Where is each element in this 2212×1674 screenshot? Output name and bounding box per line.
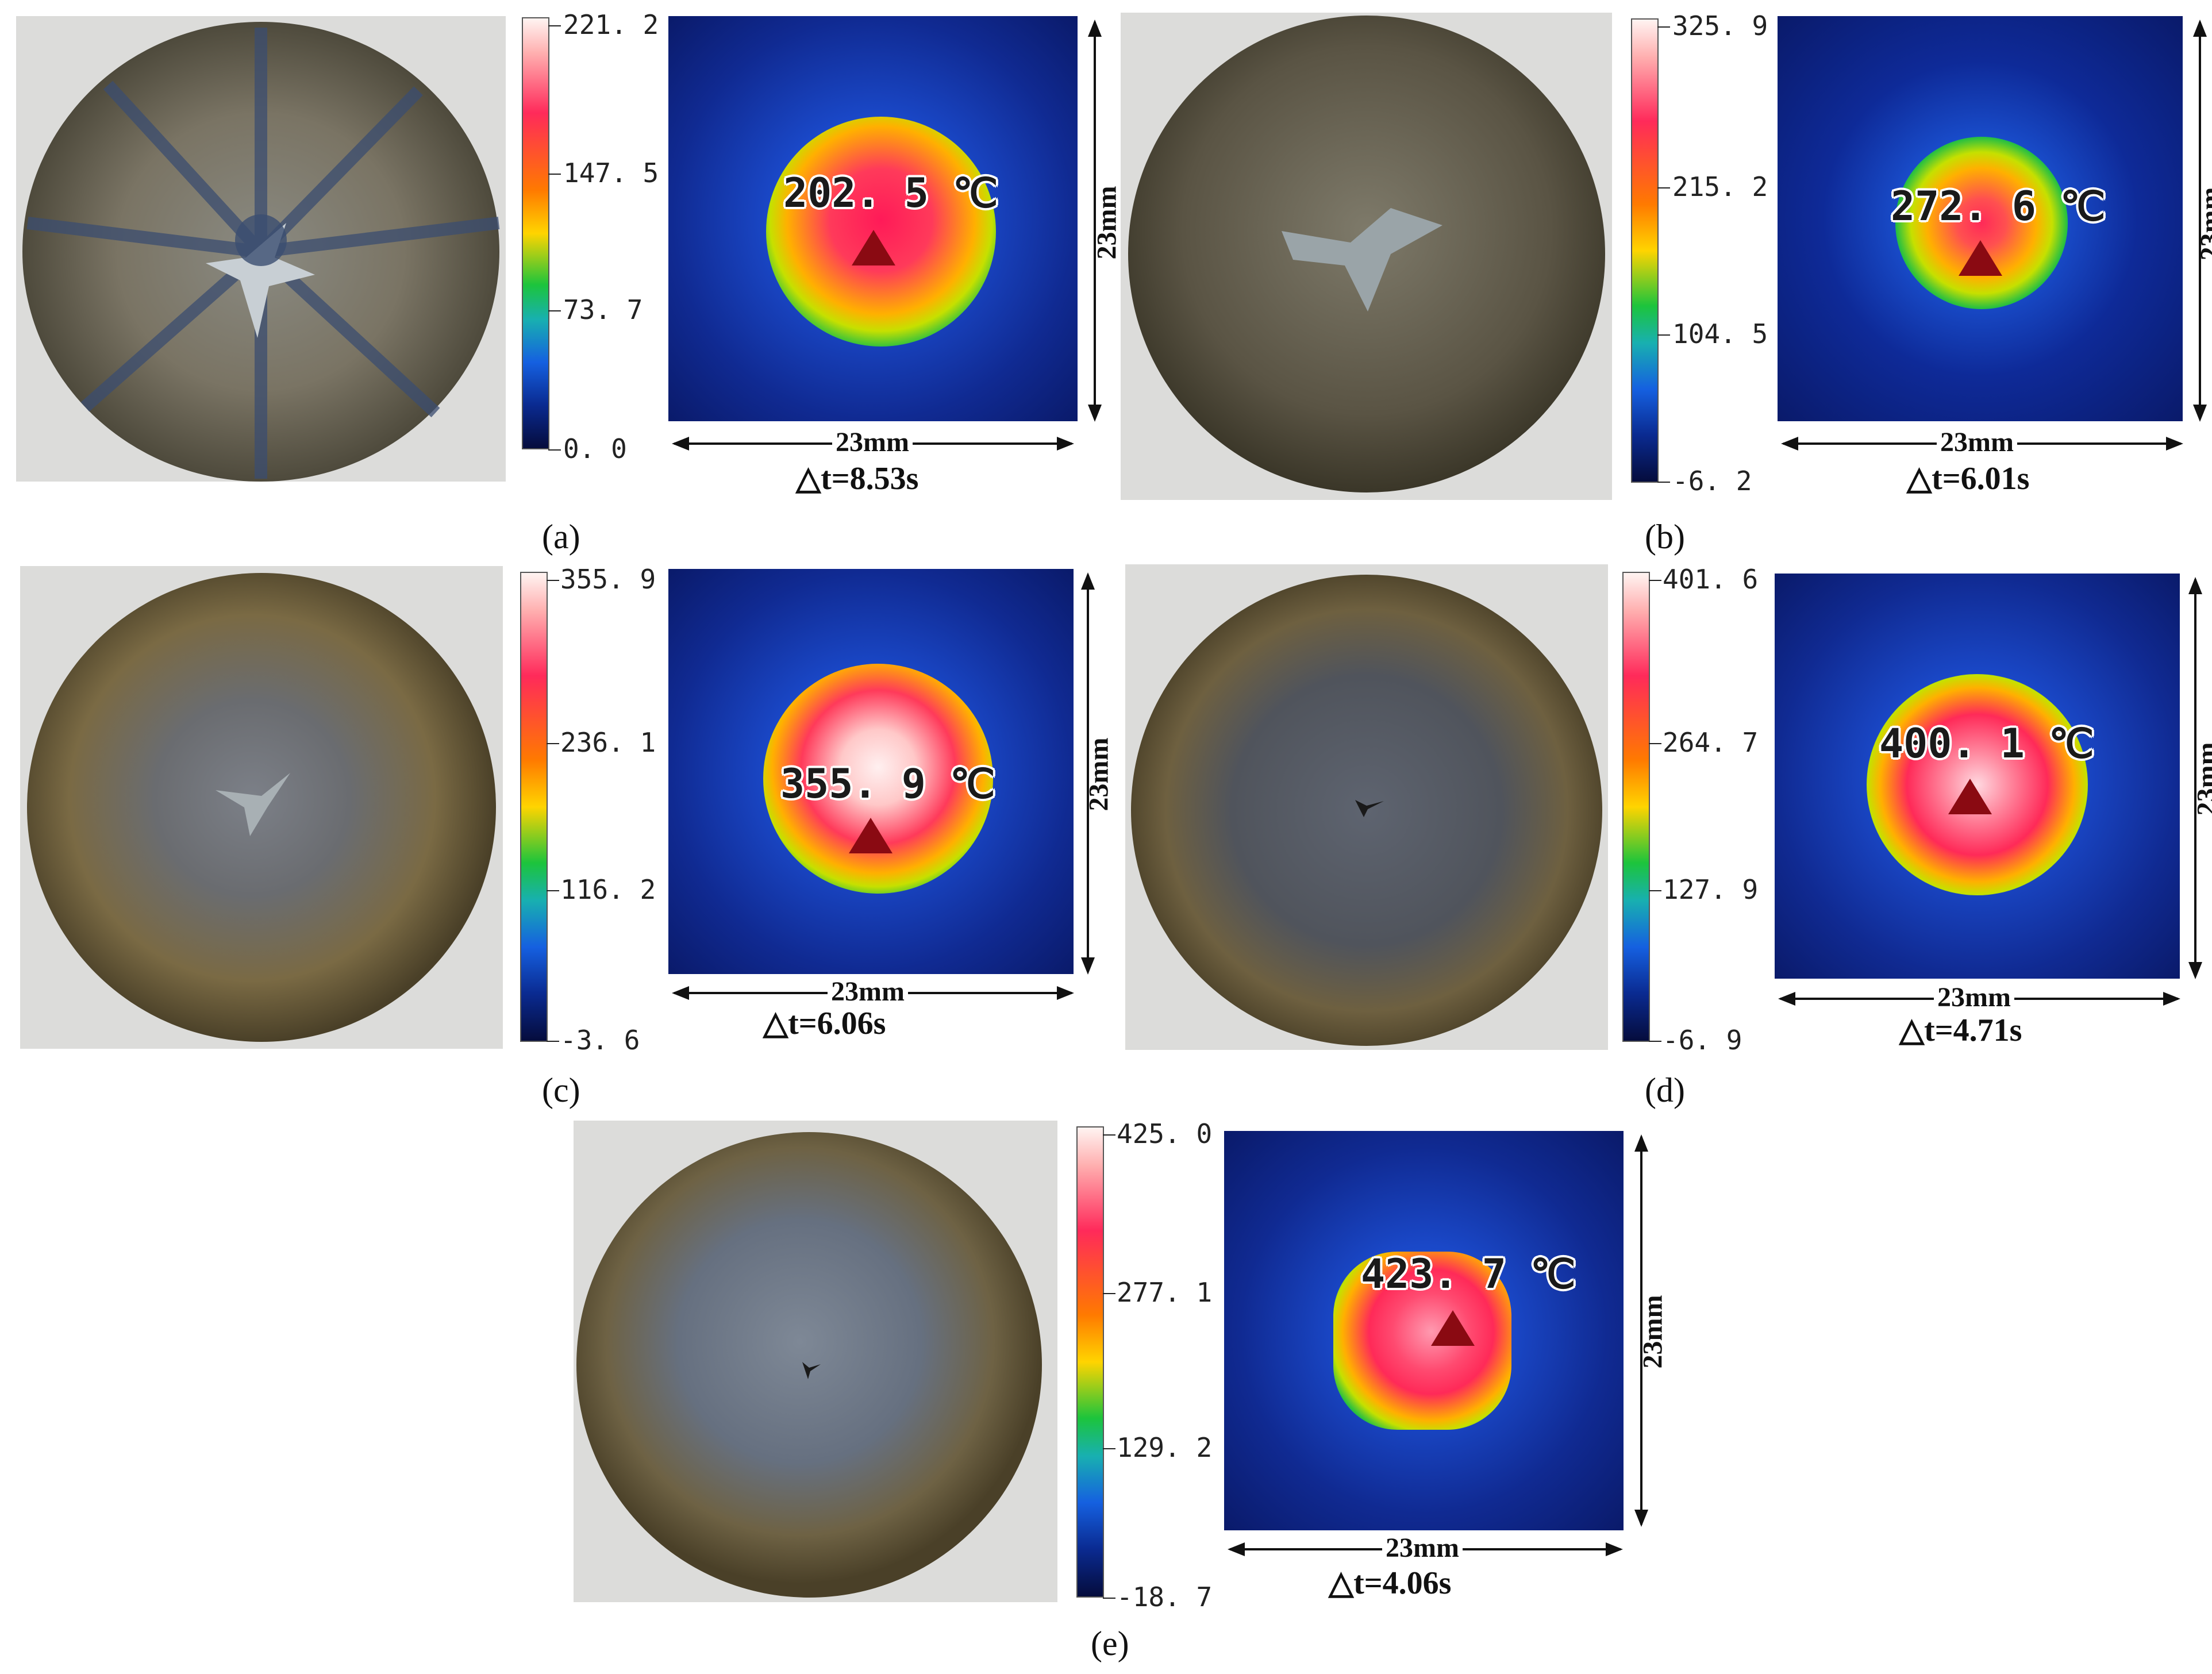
scale-tick — [547, 743, 559, 744]
scale-label-mid-low-b: 104. 5 — [1672, 318, 1768, 349]
height-dimension-b: 23mm — [2195, 187, 2212, 261]
scale-label-mid-high-a: 147. 5 — [563, 157, 659, 188]
height-dimension-e: 23mm — [1637, 1295, 1668, 1369]
scale-tick — [1103, 1293, 1115, 1294]
specimen-dome-a — [22, 22, 500, 482]
delta-t-c: △t=6.06s — [763, 1006, 886, 1041]
scale-tick — [547, 580, 559, 581]
scale-tick — [548, 25, 561, 26]
scale-label-min-b: -6. 2 — [1672, 465, 1752, 497]
specimen-photo-c — [20, 566, 503, 1049]
scale-tick — [547, 890, 559, 891]
thermal-image-d — [1775, 574, 2180, 979]
scale-label-mid-high-b: 215. 2 — [1672, 171, 1768, 202]
width-dimension-d: 23mm — [1934, 982, 2014, 1013]
height-dimension-d: 23mm — [2191, 742, 2212, 816]
scale-tick — [1103, 1598, 1115, 1599]
width-dimension-b: 23mm — [1937, 426, 2017, 458]
width-dimension-a: 23mm — [832, 426, 913, 458]
thermal-image-e — [1224, 1131, 1624, 1530]
thermal-image-b — [1778, 16, 2183, 421]
hotspot-marker-a — [852, 230, 895, 265]
scale-label-min-d: -6. 9 — [1663, 1025, 1742, 1056]
scale-tick — [1649, 580, 1661, 581]
scale-tick — [1657, 187, 1670, 188]
thermal-image-c — [668, 569, 1074, 974]
width-dimension-c: 23mm — [828, 976, 908, 1007]
scale-tick — [1103, 1448, 1115, 1449]
scale-tick — [1649, 890, 1661, 891]
scale-label-max-e: 425. 0 — [1117, 1118, 1213, 1149]
scale-tick — [547, 1041, 559, 1042]
scale-label-min-e: -18. 7 — [1117, 1581, 1213, 1613]
color-scale-bar-d — [1622, 572, 1650, 1042]
height-dimension-c: 23mm — [1083, 737, 1114, 811]
specimen-photo-d — [1125, 564, 1608, 1050]
scale-label-mid-high-e: 277. 1 — [1117, 1277, 1213, 1308]
scale-tick — [1103, 1134, 1115, 1136]
color-scale-bar-b — [1631, 18, 1659, 483]
scale-label-max-a: 221. 2 — [563, 9, 659, 40]
scale-label-mid-high-d: 264. 7 — [1663, 727, 1759, 758]
color-scale-bar-c — [520, 572, 548, 1042]
hotspot-marker-d — [1948, 779, 1992, 814]
height-arrow-d — [2188, 577, 2202, 979]
height-arrow-b — [2193, 20, 2207, 422]
hotspot-marker-c — [849, 818, 893, 853]
scale-tick — [1657, 26, 1670, 28]
scale-label-mid-low-c: 116. 2 — [560, 874, 656, 905]
specimen-dome-d — [1131, 575, 1602, 1046]
hotspot-marker-b — [1959, 240, 2002, 276]
delta-t-e: △t=4.06s — [1329, 1565, 1452, 1601]
caption-b: (b) — [1645, 518, 1685, 556]
height-arrow-e — [1634, 1134, 1648, 1527]
caption-e: (e) — [1091, 1625, 1129, 1663]
scale-tick — [1657, 482, 1670, 483]
height-dimension-a: 23mm — [1091, 186, 1122, 260]
width-dimension-e: 23mm — [1382, 1532, 1463, 1564]
hotspot-e — [1333, 1252, 1511, 1430]
max-temperature-label-d: 400. 1 ℃ — [1879, 720, 2094, 767]
scale-tick — [548, 449, 561, 451]
hotspot-marker-e — [1431, 1310, 1475, 1346]
height-arrow-a — [1088, 20, 1102, 422]
specimen-photo-a — [16, 16, 506, 482]
scale-tick — [1649, 1041, 1661, 1042]
delta-t-b: △t=6.01s — [1907, 461, 2030, 497]
specimen-dome-e — [576, 1132, 1042, 1598]
color-scale-bar-e — [1076, 1126, 1104, 1598]
scale-label-min-a: 0. 0 — [563, 433, 627, 464]
scale-label-mid-low-a: 73. 7 — [563, 294, 643, 325]
scale-tick — [548, 174, 561, 175]
max-temperature-label-c: 355. 9 ℃ — [780, 760, 995, 807]
max-temperature-label-a: 202. 5 ℃ — [783, 170, 998, 217]
specimen-dome-c — [27, 573, 496, 1042]
scale-label-max-d: 401. 6 — [1663, 564, 1759, 595]
caption-d: (d) — [1645, 1071, 1685, 1109]
hotspot-b — [1895, 137, 2068, 309]
color-scale-bar-a — [522, 17, 549, 449]
scale-label-max-c: 355. 9 — [560, 564, 656, 595]
hotspot-c — [763, 664, 993, 894]
max-temperature-label-e: 423. 7 ℃ — [1361, 1250, 1576, 1298]
scale-label-mid-low-d: 127. 9 — [1663, 874, 1759, 905]
specimen-photo-e — [574, 1121, 1057, 1602]
caption-c: (c) — [542, 1071, 580, 1109]
scale-label-mid-high-c: 236. 1 — [560, 727, 656, 758]
scale-label-mid-low-e: 129. 2 — [1117, 1432, 1213, 1463]
scale-tick — [1657, 334, 1670, 336]
height-arrow-c — [1081, 572, 1095, 975]
caption-a: (a) — [542, 518, 580, 556]
scale-label-min-c: -3. 6 — [560, 1025, 640, 1056]
delta-t-a: △t=8.53s — [796, 461, 919, 497]
specimen-dome-b — [1128, 16, 1605, 492]
thermal-image-a — [668, 16, 1078, 421]
scale-label-max-b: 325. 9 — [1672, 10, 1768, 41]
delta-t-d: △t=4.71s — [1899, 1013, 2022, 1048]
scale-tick — [1649, 743, 1661, 744]
scale-tick — [548, 310, 561, 311]
specimen-photo-b — [1121, 13, 1612, 500]
max-temperature-label-b: 272. 6 ℃ — [1891, 183, 2106, 230]
